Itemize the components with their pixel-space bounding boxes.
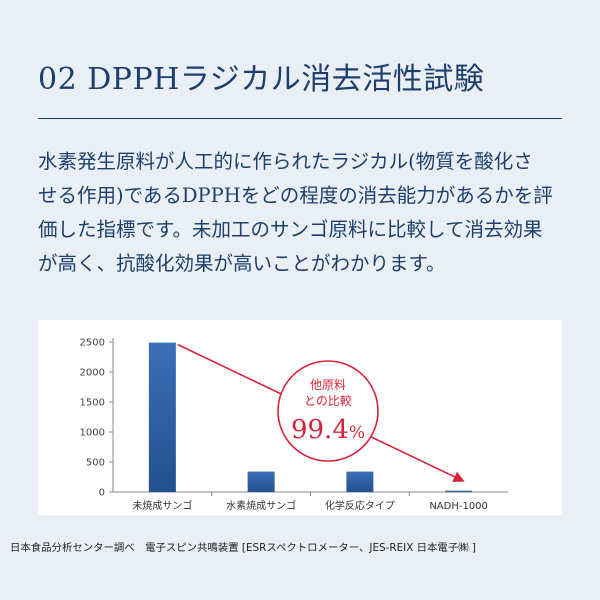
title-divider xyxy=(38,118,562,119)
category-label: 水素焼成サンゴ xyxy=(226,499,296,512)
description-line: 水素発生原料が人工的に作られたラジカル(物質を酸化さ xyxy=(38,150,533,173)
description-line: が高く、抗酸化効果が高いことがわかります。 xyxy=(38,252,446,275)
bar-2 xyxy=(247,471,275,492)
description: 水素発生原料が人工的に作られたラジカル(物質を酸化さ せる作用)であるDPPHを… xyxy=(38,145,568,281)
description-line: せる作用)であるDPPHをどの程度の消去能力があるかを評 xyxy=(38,184,553,207)
category-label: 化学反応タイプ xyxy=(325,499,395,512)
page-title: 02 DPPHラジカル消去活性試験 xyxy=(38,62,485,97)
callout-value-unit: % xyxy=(349,423,365,443)
callout-line2: との比較 xyxy=(304,393,352,408)
bar-chart: 0 500 1000 1500 2000 2500 未焼成サンゴ 水素焼成サンゴ 化学反応タイプ… xyxy=(80,338,508,512)
description-line: 価した指標です。未加工のサンゴ原料に比較して消去効果 xyxy=(38,218,543,241)
category-label: 未焼成サンゴ xyxy=(132,499,192,512)
y-tick-label: 0 xyxy=(99,488,105,499)
bar-3 xyxy=(346,471,374,492)
bar-1 xyxy=(148,342,176,492)
bar-4 xyxy=(445,490,473,493)
y-tick-label: 1500 xyxy=(80,398,105,409)
callout-line1: 他原料 xyxy=(310,378,346,392)
y-tick-label: 2000 xyxy=(80,368,105,379)
y-tick-label: 500 xyxy=(86,458,105,469)
chart-panel: 0 500 1000 1500 2000 2500 未焼成サンゴ 水素焼成サンゴ 化学反応タイプ… xyxy=(38,320,562,515)
y-tick-label: 1000 xyxy=(80,428,105,439)
callout-value: 99.4% xyxy=(291,415,365,445)
category-label: NADH-1000 xyxy=(429,501,488,512)
source-note: 日本食品分析センター調べ 電子スピン共鳴装置 [ESRスペクトロメーター、JES… xyxy=(10,542,476,554)
callout-circle xyxy=(277,360,379,462)
callout-value-number: 99.4 xyxy=(291,415,349,445)
y-tick-label: 2500 xyxy=(80,338,105,349)
